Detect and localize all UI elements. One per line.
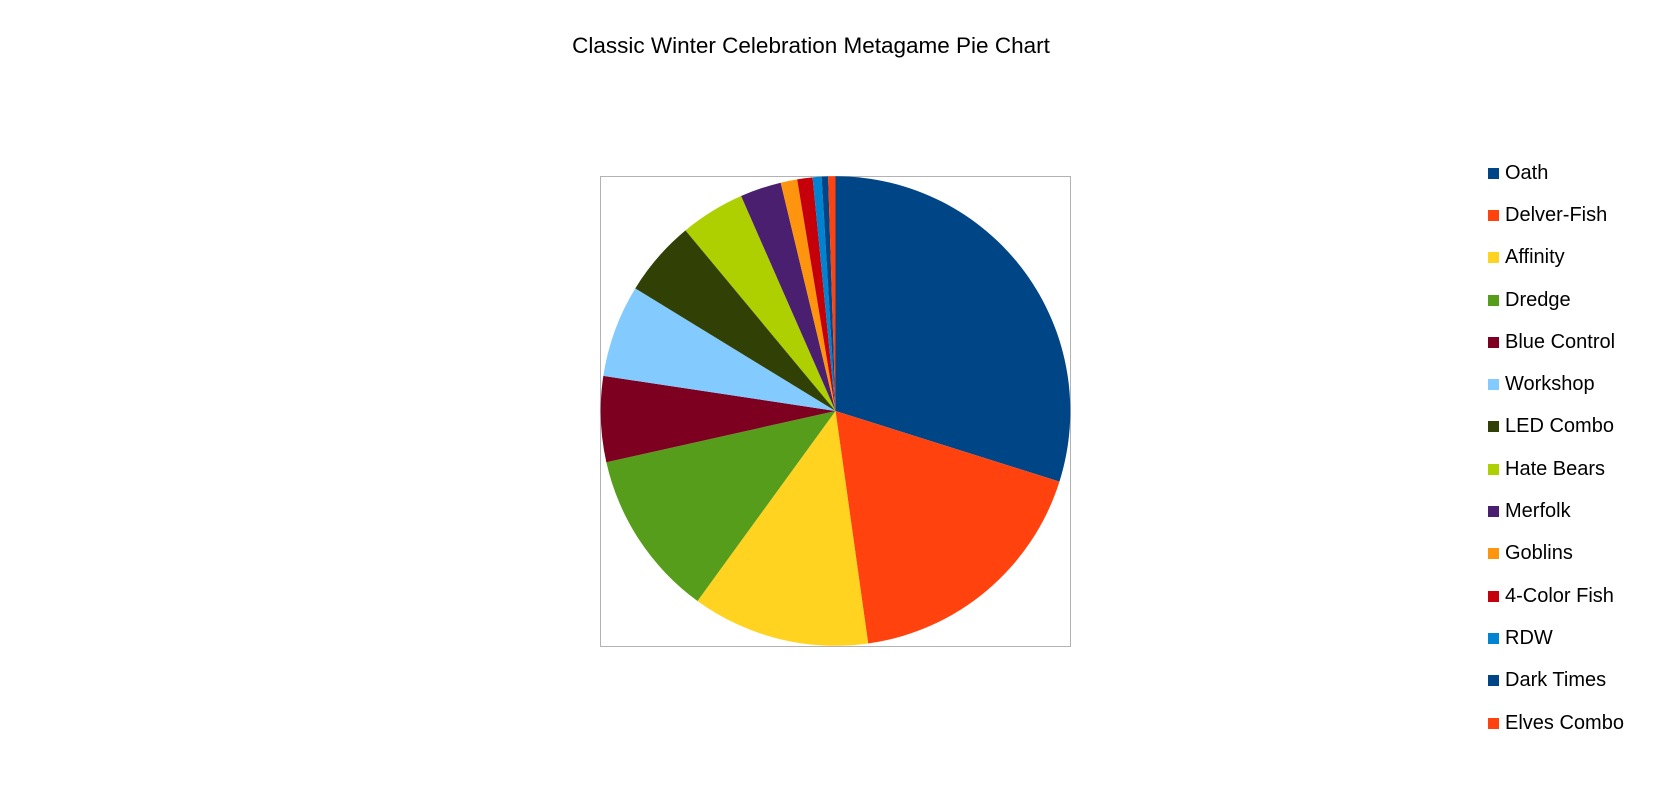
pie-slice-dark-times [821, 176, 836, 411]
legend-swatch [1488, 632, 1499, 644]
pie-slice-hate-bears [685, 196, 836, 411]
pie-slice-oath [835, 176, 1071, 482]
pie-slice-led-combo [635, 230, 836, 411]
pie-slice-dredge [606, 411, 836, 601]
legend-swatch [1488, 506, 1499, 518]
legend-label: LED Combo [1505, 415, 1614, 438]
legend-item-dark-times: Dark Times [1488, 660, 1624, 702]
legend-label: Elves Combo [1505, 711, 1624, 734]
legend-label: Dredge [1505, 288, 1571, 311]
legend-swatch [1488, 548, 1499, 560]
legend-label: 4-Color Fish [1505, 584, 1614, 607]
legend-label: Hate Bears [1505, 457, 1606, 480]
pie-slice-merfolk [741, 182, 836, 411]
legend-item-hate-bears: Hate Bears [1488, 448, 1624, 490]
legend-item-oath: Oath [1488, 152, 1624, 194]
legend-item-4-color-fish: 4-Color Fish [1488, 575, 1624, 617]
pie-slice-workshop [603, 288, 836, 411]
legend-swatch [1488, 590, 1499, 602]
legend-swatch [1488, 294, 1499, 306]
pie-slice-4-color-fish [797, 177, 836, 411]
legend-label: Goblins [1505, 542, 1573, 565]
pie-slice-goblins [780, 179, 836, 411]
legend-item-goblins: Goblins [1488, 533, 1624, 575]
legend-swatch [1488, 421, 1499, 433]
legend-label: RDW [1505, 626, 1553, 649]
pie-slice-affinity [697, 411, 869, 646]
legend-item-led-combo: LED Combo [1488, 406, 1624, 448]
legend-label: Workshop [1505, 373, 1595, 396]
legend-swatch [1488, 336, 1499, 348]
chart-title: Classic Winter Celebration Metagame Pie … [572, 33, 1050, 58]
legend-label: Merfolk [1505, 500, 1571, 523]
pie-slice-rdw [812, 176, 836, 411]
legend-item-elves-combo: Elves Combo [1488, 702, 1624, 744]
pie-slice-elves-combo [828, 176, 836, 411]
legend-item-merfolk: Merfolk [1488, 490, 1624, 532]
legend-swatch [1488, 463, 1499, 475]
legend-label: Blue Control [1505, 330, 1616, 353]
legend-swatch [1488, 717, 1499, 729]
legend-label: Oath [1505, 161, 1549, 184]
legend-swatch [1488, 252, 1499, 264]
legend-label: Delver-Fish [1505, 203, 1608, 226]
legend-item-affinity: Affinity [1488, 237, 1624, 279]
pie-slice-delver-fish [835, 411, 1060, 644]
legend-item-delver-fish: Delver-Fish [1488, 194, 1624, 236]
pie-slice-blue-control [600, 375, 836, 463]
legend-swatch [1488, 209, 1499, 221]
legend-item-blue-control: Blue Control [1488, 321, 1624, 363]
legend-item-dredge: Dredge [1488, 279, 1624, 321]
legend-swatch [1488, 675, 1499, 687]
legend-item-rdw: RDW [1488, 617, 1624, 659]
legend-label: Affinity [1505, 246, 1565, 269]
legend-swatch [1488, 379, 1499, 391]
legend-item-workshop: Workshop [1488, 363, 1624, 405]
legend-swatch [1488, 167, 1499, 179]
legend-label: Dark Times [1505, 669, 1607, 692]
legend: Oath Delver-Fish Affinity Dredge Blue Contro… [1488, 152, 1624, 744]
